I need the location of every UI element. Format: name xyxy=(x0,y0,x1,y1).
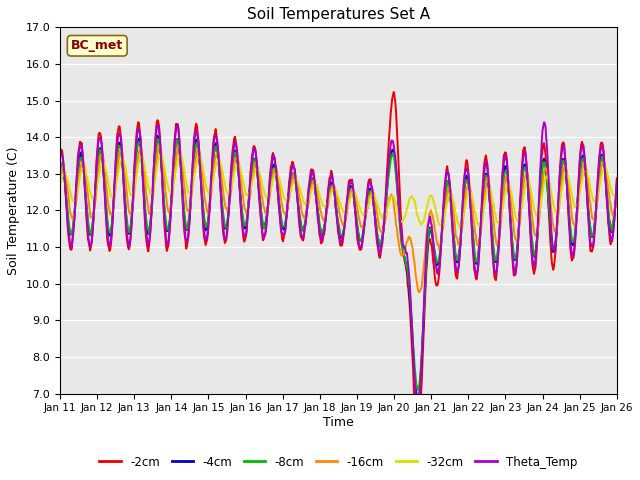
Line: -16cm: -16cm xyxy=(60,145,617,292)
-4cm xyxy=(407,310,415,315)
-32cm xyxy=(56,181,64,187)
Theta_Temp xyxy=(406,285,414,291)
Theta_Temp xyxy=(540,120,548,125)
Theta_Temp xyxy=(423,233,431,239)
Theta_Temp xyxy=(56,154,64,160)
-2cm xyxy=(209,140,217,145)
Line: -8cm: -8cm xyxy=(60,139,617,390)
-8cm xyxy=(124,220,131,226)
X-axis label: Time: Time xyxy=(323,416,354,429)
-4cm xyxy=(66,232,74,238)
Theta_Temp xyxy=(124,234,131,240)
-4cm xyxy=(56,166,64,172)
Theta_Temp xyxy=(414,405,422,411)
-32cm xyxy=(456,225,463,230)
-16cm xyxy=(211,164,218,170)
-32cm xyxy=(613,188,621,193)
Y-axis label: Soil Temperature (C): Soil Temperature (C) xyxy=(7,146,20,275)
Line: Theta_Temp: Theta_Temp xyxy=(60,122,617,408)
-16cm xyxy=(415,289,423,295)
-32cm xyxy=(211,172,218,178)
-16cm xyxy=(181,185,189,191)
-2cm xyxy=(424,245,431,251)
Theta_Temp xyxy=(209,148,217,154)
-2cm xyxy=(56,148,64,154)
-2cm xyxy=(407,323,415,329)
-16cm xyxy=(66,209,74,215)
-4cm xyxy=(124,226,131,231)
-16cm xyxy=(407,237,415,243)
-4cm xyxy=(154,133,161,139)
Legend: -2cm, -4cm, -8cm, -16cm, -32cm, Theta_Temp: -2cm, -4cm, -8cm, -16cm, -32cm, Theta_Te… xyxy=(95,451,582,473)
-16cm xyxy=(56,176,64,181)
-4cm xyxy=(211,149,218,155)
-32cm xyxy=(66,188,74,193)
-8cm xyxy=(407,303,415,309)
Theta_Temp xyxy=(180,217,188,223)
-32cm xyxy=(124,177,131,183)
-4cm xyxy=(413,394,421,399)
Theta_Temp xyxy=(613,180,621,185)
-2cm xyxy=(390,89,397,95)
-8cm xyxy=(613,188,621,193)
Line: -32cm: -32cm xyxy=(60,154,617,228)
-4cm xyxy=(613,185,621,191)
-8cm xyxy=(211,150,218,156)
-8cm xyxy=(424,239,431,244)
-2cm xyxy=(414,429,422,434)
-2cm xyxy=(180,223,188,229)
-16cm xyxy=(124,196,131,202)
-8cm xyxy=(66,229,74,235)
-8cm xyxy=(56,169,64,175)
-32cm xyxy=(423,204,431,210)
Line: -4cm: -4cm xyxy=(60,136,617,396)
Title: Soil Temperatures Set A: Soil Temperatures Set A xyxy=(247,7,430,22)
-8cm xyxy=(154,136,161,142)
-4cm xyxy=(424,240,431,245)
-8cm xyxy=(414,387,422,393)
-32cm xyxy=(407,194,415,200)
Theta_Temp xyxy=(66,241,74,247)
-8cm xyxy=(181,213,189,219)
-2cm xyxy=(124,240,131,246)
-16cm xyxy=(156,142,163,148)
-16cm xyxy=(613,193,621,199)
-2cm xyxy=(66,245,74,251)
-4cm xyxy=(181,215,189,221)
-32cm xyxy=(181,169,189,175)
Line: -2cm: -2cm xyxy=(60,92,617,432)
Text: BC_met: BC_met xyxy=(71,39,124,52)
-16cm xyxy=(424,221,431,227)
-32cm xyxy=(157,151,164,157)
-2cm xyxy=(613,176,621,181)
